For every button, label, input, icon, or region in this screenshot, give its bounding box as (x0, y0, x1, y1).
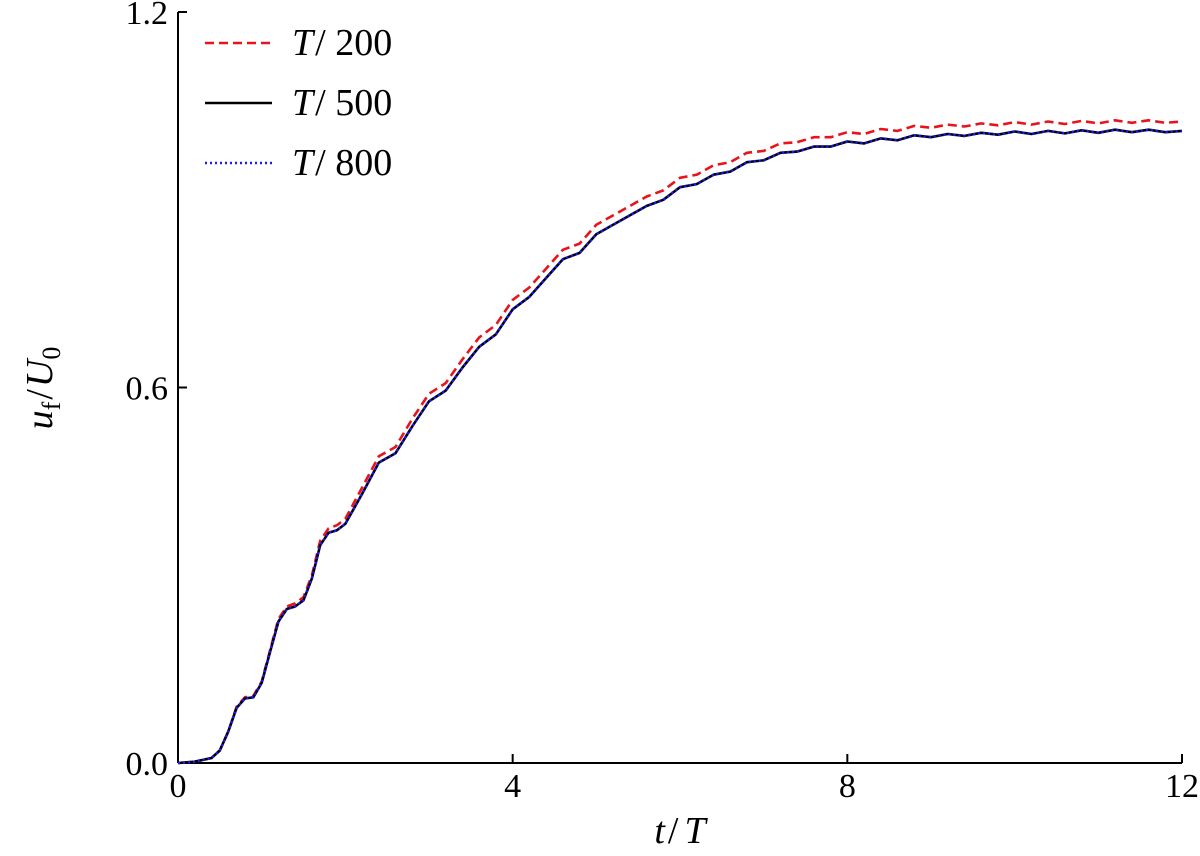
y-axis-label-unit: U (19, 357, 61, 387)
y-axis-label-unit-sub: 0 (37, 347, 66, 360)
y-axis-label-sub: f (37, 401, 66, 410)
x-tick-label: 4 (504, 768, 521, 805)
y-tick-label: 0.6 (126, 371, 169, 408)
legend-label-rest: / 200 (315, 22, 392, 64)
series-layer (177, 119, 1183, 765)
legend-label-var: T (292, 142, 316, 184)
x-axis-label-sep: / (668, 810, 679, 852)
y-axis-label-var: u (19, 410, 61, 429)
series-line-dotted (177, 128, 1183, 765)
y-tick-label: 0.0 (126, 746, 169, 783)
x-tick-label: 0 (170, 768, 187, 805)
x-axis-label-unit: T (684, 810, 708, 852)
series-line-dashed (177, 119, 1183, 765)
x-tick-label: 12 (1165, 768, 1199, 805)
y-axis-label: uf/ U0 (19, 347, 66, 430)
legend-label-var: T (292, 22, 316, 64)
y-ticks: 0.0 0.6 1.2 (126, 0, 187, 783)
legend-label-rest: / 500 (315, 82, 392, 124)
x-axis-label: t/T (654, 810, 708, 852)
legend-label-var: T (292, 82, 316, 124)
legend-label: T/ 500 (292, 82, 392, 124)
x-axis-label-var: t (654, 810, 666, 852)
y-axis-label-sep: / (19, 389, 61, 400)
legend-label: T/ 200 (292, 22, 392, 64)
y-tick-label: 1.2 (126, 0, 169, 32)
legend-label: T/ 800 (292, 142, 392, 184)
legend-label-rest: / 800 (315, 142, 392, 184)
series-line-solid (177, 128, 1183, 765)
x-tick-label: 8 (839, 768, 856, 805)
x-ticks: 0 4 8 12 (170, 754, 1199, 805)
